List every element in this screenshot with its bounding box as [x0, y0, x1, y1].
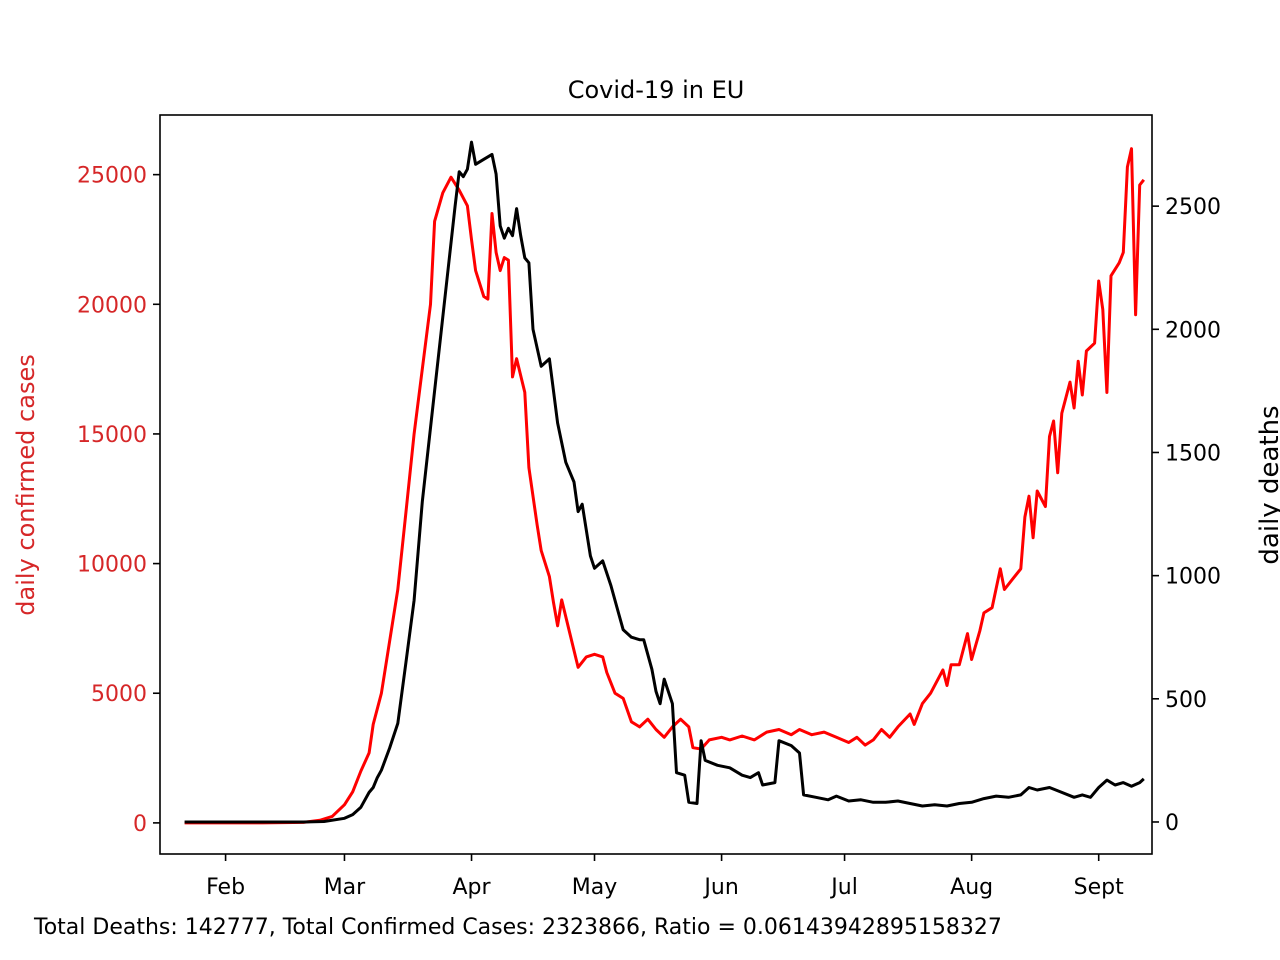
- left-axis-label: daily confirmed cases: [12, 354, 40, 615]
- series-lines: [184, 140, 1145, 825]
- x-tick-label: Aug: [950, 875, 993, 900]
- right-tick-label: 500: [1165, 688, 1207, 713]
- left-tick-label: 10000: [77, 553, 147, 578]
- right-tick-label: 1000: [1165, 565, 1221, 590]
- right-tick-label: 2000: [1165, 318, 1221, 343]
- plot-area-frame: [159, 114, 1153, 855]
- right-tick-label: 0: [1165, 811, 1179, 836]
- chart-title: Covid-19 in EU: [568, 76, 745, 104]
- x-tick-label: Jul: [829, 875, 858, 900]
- x-tick-label: Jun: [702, 875, 738, 900]
- left-tick-label: 5000: [91, 682, 147, 707]
- x-tick-label: Sept: [1074, 875, 1124, 900]
- left-tick-label: 0: [133, 812, 147, 837]
- right-tick-label: 2500: [1165, 195, 1221, 220]
- x-tick-label: Mar: [324, 875, 366, 900]
- right-axis-label: daily deaths: [1255, 405, 1280, 564]
- left-tick-label: 15000: [77, 423, 147, 448]
- deaths-line: [184, 140, 1145, 824]
- x-tick-label: Feb: [206, 875, 245, 900]
- x-axis-ticks: Feb Mar Apr May Jun Jul Aug Sept: [206, 854, 1124, 900]
- x-tick-label: Apr: [453, 875, 492, 900]
- right-tick-label: 1500: [1165, 441, 1221, 466]
- right-axis-ticks: 0 500 1000 1500 2000 2500: [1152, 195, 1221, 836]
- left-tick-label: 25000: [77, 164, 147, 189]
- left-axis-ticks: 0 5000 10000 15000 20000 25000: [77, 164, 160, 837]
- x-tick-label: May: [572, 875, 617, 900]
- footer-summary: Total Deaths: 142777, Total Confirmed Ca…: [33, 915, 1002, 940]
- cases-line: [184, 147, 1145, 825]
- left-tick-label: 20000: [77, 293, 147, 318]
